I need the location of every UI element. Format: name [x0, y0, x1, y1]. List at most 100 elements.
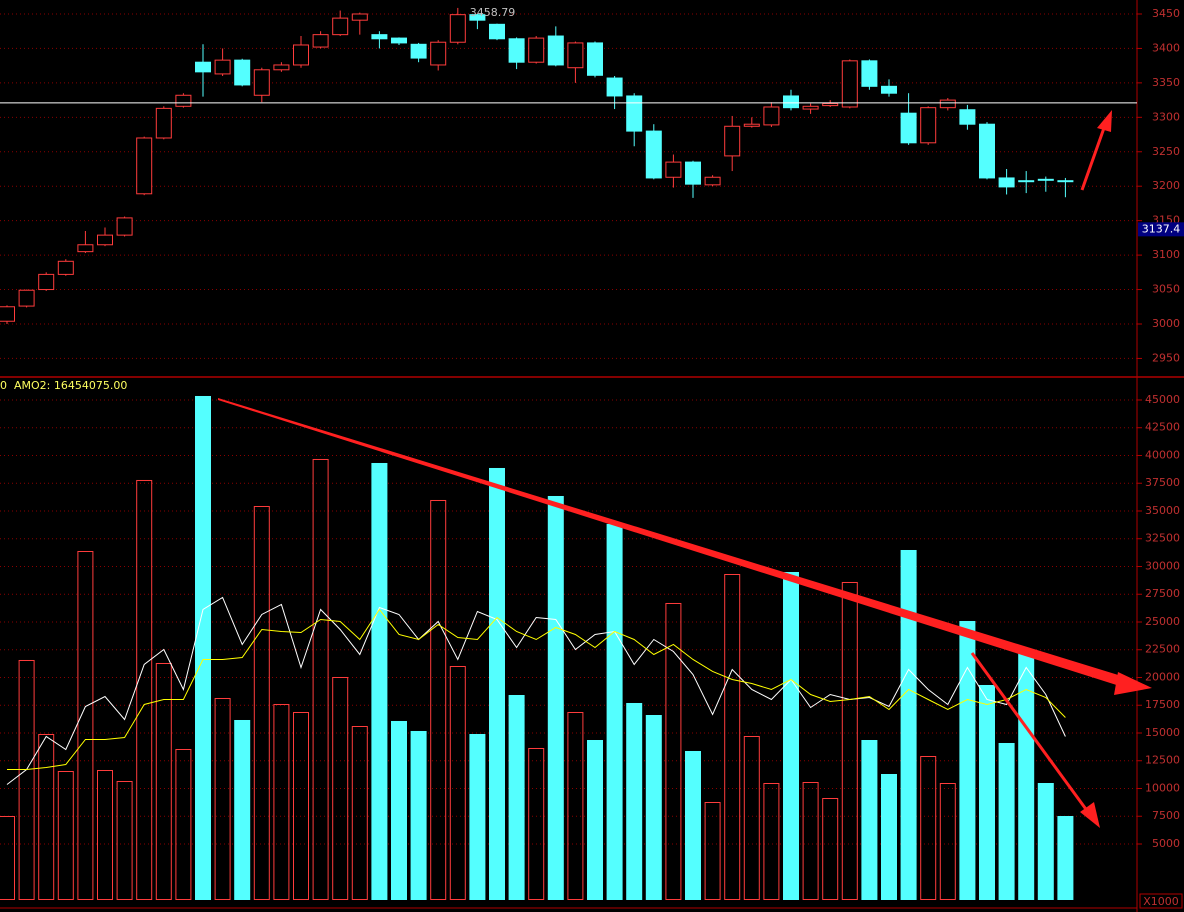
moving-average-line: [6, 596, 1066, 785]
volume-bar: [410, 730, 427, 901]
candle-body: [822, 103, 839, 107]
candle-body: [861, 60, 878, 87]
volume-bar: [18, 659, 35, 901]
y-tick-label: 3200: [1152, 179, 1180, 192]
price-marker-label: 3137.4: [1142, 222, 1181, 235]
y-tick-label: 3350: [1152, 76, 1180, 89]
candle-body: [430, 41, 447, 66]
candle-body: [626, 95, 643, 132]
volume-bar: [175, 749, 192, 901]
volume-bar: [743, 735, 760, 901]
candle-body: [606, 77, 623, 97]
volume-bar: [822, 797, 839, 901]
y-tick-label: 25000: [1145, 615, 1180, 628]
candle-body: [939, 99, 956, 109]
header-label: 0: [0, 379, 7, 392]
y-tick-label: 15000: [1145, 726, 1180, 739]
header-label: AMO2: 16454075.00: [14, 379, 127, 392]
candle-body: [900, 112, 917, 144]
candle-body: [665, 161, 682, 178]
y-tick-label: 5000: [1152, 837, 1180, 850]
y-tick-label: 3300: [1152, 110, 1180, 123]
y-tick-label: 12500: [1145, 754, 1180, 767]
candle-body: [1018, 180, 1035, 183]
volume-bar: [587, 739, 603, 901]
volume-bar: [861, 739, 878, 901]
volume-bar: [802, 781, 819, 901]
volume-bar: [57, 771, 74, 901]
candle-body: [959, 109, 976, 125]
candle-body: [802, 105, 819, 110]
volume-bar: [567, 711, 584, 901]
volume-bar: [547, 495, 564, 901]
y-tick-label: 3250: [1152, 145, 1180, 158]
volume-bar: [293, 711, 309, 901]
volume-bar: [939, 783, 956, 901]
moving-average-line: [7, 608, 1066, 770]
candle-body: [998, 177, 1015, 188]
volume-bar: [900, 549, 917, 901]
candle-body: [508, 38, 525, 63]
volume-bar: [783, 571, 799, 901]
candle-body: [312, 34, 329, 48]
candle-body: [567, 42, 584, 69]
candle-body: [0, 306, 15, 322]
candle-body: [214, 59, 231, 75]
candle-body: [253, 69, 270, 96]
y-tick-label: 32500: [1145, 532, 1180, 545]
volume-bar: [312, 458, 329, 901]
volume-bar: [371, 462, 388, 901]
volume-bar: [116, 780, 133, 901]
candle-body: [449, 14, 466, 43]
candle-body: [97, 234, 113, 246]
volume-bar: [332, 676, 349, 901]
y-tick-label: 3050: [1152, 283, 1180, 296]
candle-body: [1057, 180, 1074, 183]
candle-body: [293, 44, 309, 66]
candle-body: [469, 14, 486, 21]
candle-body: [783, 95, 799, 109]
volume-bar: [97, 769, 113, 901]
candle-body: [979, 123, 995, 179]
candle-body: [685, 161, 701, 185]
y-tick-label: 3100: [1152, 248, 1180, 261]
unit-box: [1139, 893, 1183, 909]
candle-body: [704, 176, 721, 186]
volume-bar: [0, 815, 15, 901]
volume-bar: [136, 479, 153, 901]
volume-bar: [959, 620, 976, 901]
volume-bar: [1037, 783, 1054, 901]
volume-bar: [881, 773, 897, 901]
trend-line: [218, 398, 1128, 688]
volume-bar: [449, 665, 466, 901]
y-tick-label: 20000: [1145, 670, 1180, 683]
volume-bar: [469, 733, 486, 901]
candle-body: [743, 123, 760, 127]
y-tick-label: 40000: [1145, 448, 1180, 461]
y-tick-label: 30000: [1145, 559, 1180, 572]
candle-body: [155, 107, 172, 139]
volume-bar: [391, 720, 407, 901]
y-tick-label: 42500: [1145, 421, 1180, 434]
y-tick-label: 10000: [1145, 781, 1180, 794]
volume-bar: [489, 467, 505, 901]
candle-body: [547, 35, 564, 66]
candle-body: [18, 289, 35, 307]
y-tick-label: 7500: [1152, 809, 1180, 822]
y-tick-label: 17500: [1145, 698, 1180, 711]
candle-body: [528, 37, 545, 63]
candle-body: [77, 244, 94, 253]
price-marker: [1138, 222, 1184, 237]
candle-body: [175, 94, 192, 107]
y-tick-label: 35000: [1145, 504, 1180, 517]
candle-body: [587, 42, 603, 76]
candle-body: [410, 43, 427, 59]
volume-bar: [685, 750, 701, 901]
candle-body: [116, 217, 133, 236]
candle-body: [489, 23, 505, 40]
candle-body: [332, 17, 349, 36]
candle-body: [57, 260, 74, 275]
volume-bar: [195, 395, 211, 901]
y-tick-label: 45000: [1145, 393, 1180, 406]
